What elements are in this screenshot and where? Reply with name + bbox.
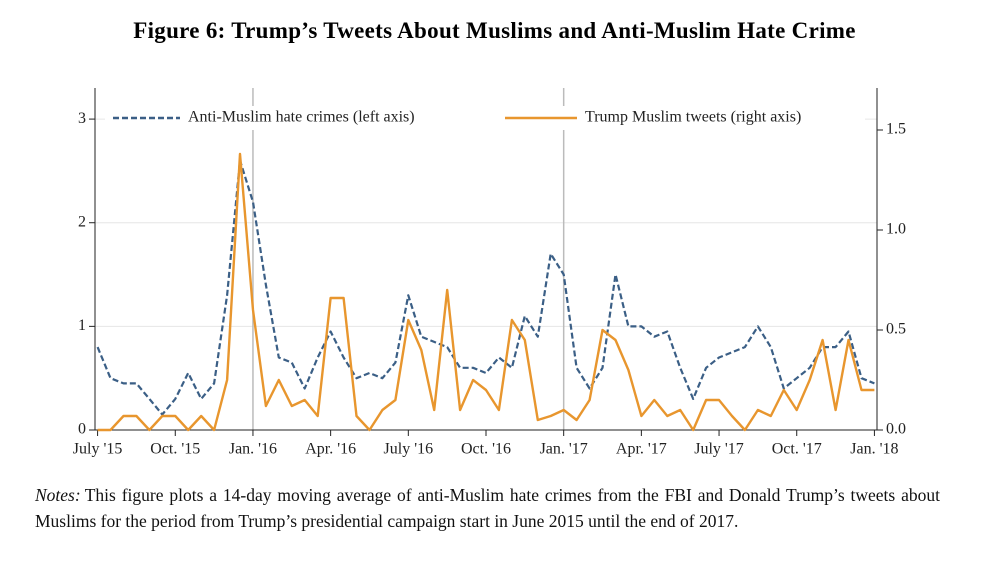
x-tick-label: Apr. '16 [305, 441, 356, 458]
y2-tick-label: 0.5 [886, 321, 906, 338]
x-tick-label: July '16 [384, 441, 434, 458]
y2-tick-label: 0.0 [886, 421, 906, 438]
notes-text: This figure plots a 14-day moving averag… [35, 485, 940, 531]
figure-title: Figure 6: Trump’s Tweets About Muslims a… [133, 18, 856, 43]
x-tick-label: July '15 [73, 441, 123, 458]
notes-label: Notes: [35, 485, 81, 505]
x-tick-label: Jan. '18 [850, 441, 898, 458]
y-tick-label: 0 [78, 421, 86, 438]
legend-label: Trump Muslim tweets (right axis) [585, 109, 801, 126]
y2-tick-label: 1.0 [886, 221, 906, 238]
chart: 0 1 2 3 0.0 0.5 1.0 1.5 July '15 Oct. '15 Jan. '16… [73, 88, 906, 458]
y-tick-label: 3 [78, 110, 86, 127]
legend-label: Anti-Muslim hate crimes (left axis) [188, 109, 415, 126]
y-tick-label: 2 [78, 213, 86, 230]
x-tick-label: Oct. '15 [150, 441, 200, 458]
x-tick-label: Jan. '16 [229, 441, 277, 458]
x-tick-label: July '17 [694, 441, 744, 458]
data-line [97, 152, 875, 432]
x-tick-label: Oct. '16 [461, 441, 511, 458]
x-tick-label: Oct. '17 [772, 441, 822, 458]
y-tick-label: 1 [78, 317, 86, 334]
notes: Notes: This figure plots a 14-day moving … [35, 482, 940, 534]
y2-tick-label: 1.5 [886, 121, 906, 138]
x-tick-label: Jan. '17 [540, 441, 588, 458]
data-line [96, 159, 875, 416]
x-tick-label: Apr. '17 [616, 441, 667, 458]
legend-background [105, 106, 865, 130]
